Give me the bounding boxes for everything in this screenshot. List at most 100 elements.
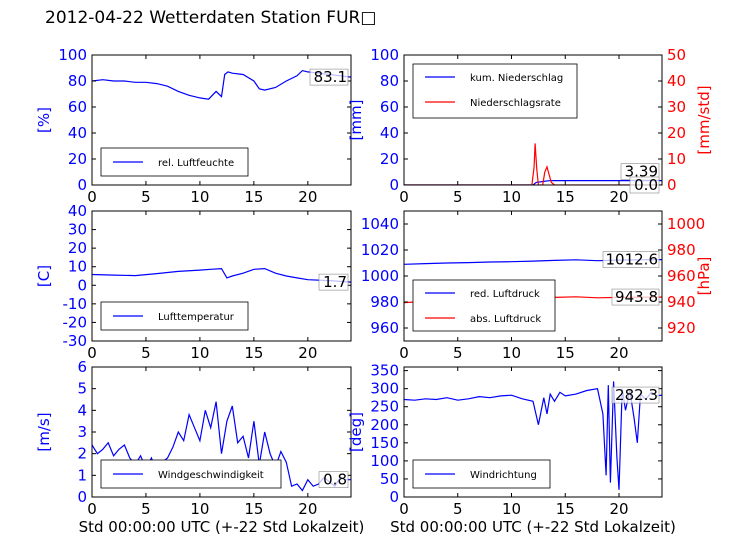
series-line-precip-1 <box>404 143 662 185</box>
last-value-label: 83.1 <box>314 68 347 86</box>
chart-panel-pressure: 0 5 10 15 20 960 980 1000 1020 1040 920 940 960 980 10… <box>361 210 713 362</box>
y2-tick-label: 980 <box>667 241 696 259</box>
x-tick-label: 5 <box>453 188 463 206</box>
y-tick-label: 100 <box>370 452 399 470</box>
legend-label: rel. Luftfeuchte <box>158 158 234 169</box>
y-tick-label: 0 <box>389 176 399 194</box>
last-value-label: 282.3 <box>615 386 658 404</box>
x-tick-label: 0 <box>399 344 409 362</box>
legend-box <box>412 279 556 332</box>
y2-tick-label: 940 <box>667 293 696 311</box>
y-axis-label: [C] <box>35 265 53 287</box>
y-tick-label: 4 <box>77 401 87 419</box>
legend-label: Niederschlagsrate <box>470 98 561 109</box>
series-line-precip-0 <box>404 180 662 185</box>
x-axis-label: Std 00:00:00 UTC (+-22 Std Lokalzeit) <box>390 518 676 536</box>
x-tick-label: 20 <box>298 500 317 518</box>
x-tick-label: 20 <box>609 344 628 362</box>
y-tick-label: 150 <box>370 434 399 452</box>
y-tick-label: 20 <box>380 150 399 168</box>
last-value-label: 943.8 <box>615 288 658 306</box>
x-tick-label: 15 <box>556 188 575 206</box>
y-tick-label: 0 <box>77 488 87 506</box>
series-line-winddir-0 <box>404 381 662 490</box>
y-tick-label: 1 <box>77 466 87 484</box>
last-value-label: 1012.6 <box>606 251 659 269</box>
x-tick-label: 10 <box>190 344 209 362</box>
x-tick-label: 0 <box>399 188 409 206</box>
x-tick-label: 15 <box>244 188 263 206</box>
y-tick-label: 30 <box>68 221 87 239</box>
x-tick-label: 20 <box>609 188 628 206</box>
y2-tick-label: 20 <box>667 124 686 142</box>
x-tick-label: 5 <box>453 500 463 518</box>
x-axis-label: Std 00:00:00 UTC (+-22 Std Lokalzeit) <box>79 518 365 536</box>
y-tick-label: -30 <box>63 332 88 350</box>
y-tick-label: 20 <box>68 239 87 257</box>
y-tick-label: 300 <box>370 380 399 398</box>
annotation-box <box>318 273 349 291</box>
y-tick-label: 20 <box>68 150 87 168</box>
legend-label: Lufttemperatur <box>158 312 235 323</box>
legend-label: red. Luftdruck <box>470 289 540 300</box>
plot-frame <box>403 54 663 186</box>
y-tick-label: 0 <box>389 488 399 506</box>
last-value-label: 3.39 <box>625 163 658 181</box>
last-value-label: 0.0 <box>634 176 658 194</box>
annotation-box <box>611 288 660 306</box>
last-value-label: 1.7 <box>323 273 347 291</box>
y-axis-label: [deg] <box>347 412 365 452</box>
y-tick-label: 100 <box>370 46 399 64</box>
y-tick-label: 40 <box>68 202 87 220</box>
x-tick-label: 20 <box>298 188 317 206</box>
y-tick-label: 80 <box>68 72 87 90</box>
series-line-humidity-0 <box>92 69 351 100</box>
chart-panel-humidity: 0 5 10 15 20 0 20 40 60 80 100 [%] 83.1 rel. Luftfeuc… <box>35 46 352 206</box>
y2-axis-label: [hPa] <box>695 257 713 296</box>
y-tick-label: 40 <box>68 124 87 142</box>
legend-label: Windrichtung <box>470 470 537 481</box>
y-tick-label: 10 <box>68 258 87 276</box>
y-tick-label: 350 <box>370 362 399 380</box>
y2-tick-label: 0 <box>667 176 677 194</box>
x-tick-label: 5 <box>141 188 151 206</box>
x-tick-label: 10 <box>502 500 521 518</box>
x-tick-label: 0 <box>87 500 97 518</box>
y-tick-label: -20 <box>63 313 88 331</box>
legend-label: kum. Niederschlag <box>470 73 563 84</box>
y2-tick-label: 1000 <box>667 215 705 233</box>
x-tick-label: 20 <box>298 344 317 362</box>
y-tick-label: 250 <box>370 398 399 416</box>
y-tick-label: 2 <box>77 445 87 463</box>
x-tick-label: 15 <box>556 500 575 518</box>
x-tick-label: 10 <box>502 188 521 206</box>
y-axis-label: [mm] <box>347 100 365 141</box>
y-tick-label: 960 <box>370 319 399 337</box>
y-tick-label: 100 <box>58 46 87 64</box>
annotation-box <box>611 386 660 404</box>
x-tick-label: 5 <box>453 344 463 362</box>
y-tick-label: 80 <box>380 72 399 90</box>
x-tick-label: 10 <box>190 500 209 518</box>
legend-label: Windgeschwindigkeit <box>158 470 264 481</box>
x-tick-label: 15 <box>556 344 575 362</box>
chart-panel-precip: 0 5 10 15 20 0 20 40 60 80 100 0 10 20 30 40 50 [mm] [mm/s… <box>347 46 713 206</box>
legend-label: abs. Luftdruck <box>470 314 541 325</box>
y2-tick-label: 40 <box>667 72 686 90</box>
y-tick-label: 1020 <box>361 241 399 259</box>
y2-tick-label: 30 <box>667 98 686 116</box>
last-value-label: 0.8 <box>323 471 347 489</box>
annotation-box <box>629 176 660 194</box>
x-tick-label: 10 <box>502 344 521 362</box>
y-tick-label: 50 <box>380 470 399 488</box>
plot-frame <box>91 210 352 342</box>
y-axis-label: [%] <box>35 107 53 133</box>
series-line-temperature-0 <box>92 267 351 283</box>
y2-tick-label: 10 <box>667 150 686 168</box>
y-tick-label: 60 <box>380 98 399 116</box>
y-tick-label: 0 <box>77 176 87 194</box>
x-tick-label: 5 <box>141 500 151 518</box>
